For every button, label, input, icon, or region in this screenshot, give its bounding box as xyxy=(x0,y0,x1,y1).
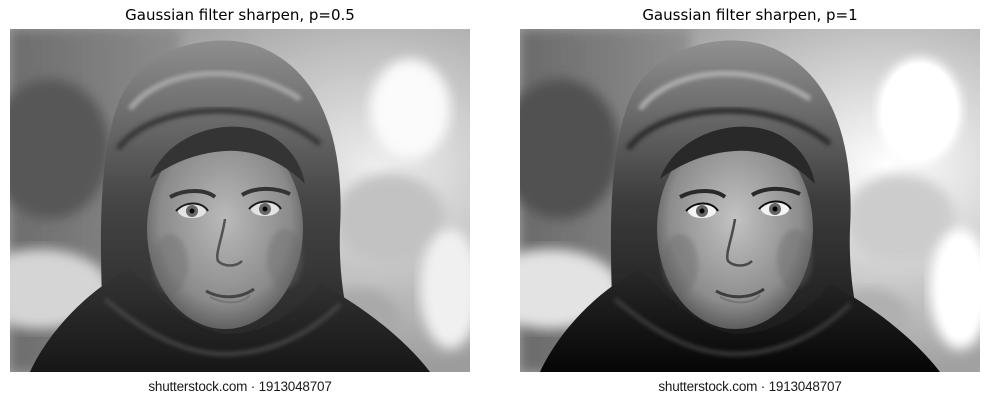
portrait-image xyxy=(10,29,470,402)
panel-p-0-5: Gaussian filter sharpen, p=0.5 shutterst… xyxy=(10,0,470,411)
watermark-strip xyxy=(520,372,980,402)
girl-in-headscarf-photo: shutterstock.com · 1913048707 xyxy=(10,29,470,402)
portrait-image xyxy=(520,29,980,402)
panel-p-1: Gaussian filter sharpen, p=1 shutterstoc… xyxy=(520,0,980,411)
watermark-text: shutterstock.com · 1913048707 xyxy=(658,379,842,394)
watermark-text: shutterstock.com · 1913048707 xyxy=(148,379,332,394)
girl-in-headscarf-photo: shutterstock.com · 1913048707 xyxy=(520,29,980,402)
panel-title: Gaussian filter sharpen, p=0.5 xyxy=(125,6,355,24)
watermark-strip xyxy=(10,372,470,402)
panel-title: Gaussian filter sharpen, p=1 xyxy=(642,6,858,24)
